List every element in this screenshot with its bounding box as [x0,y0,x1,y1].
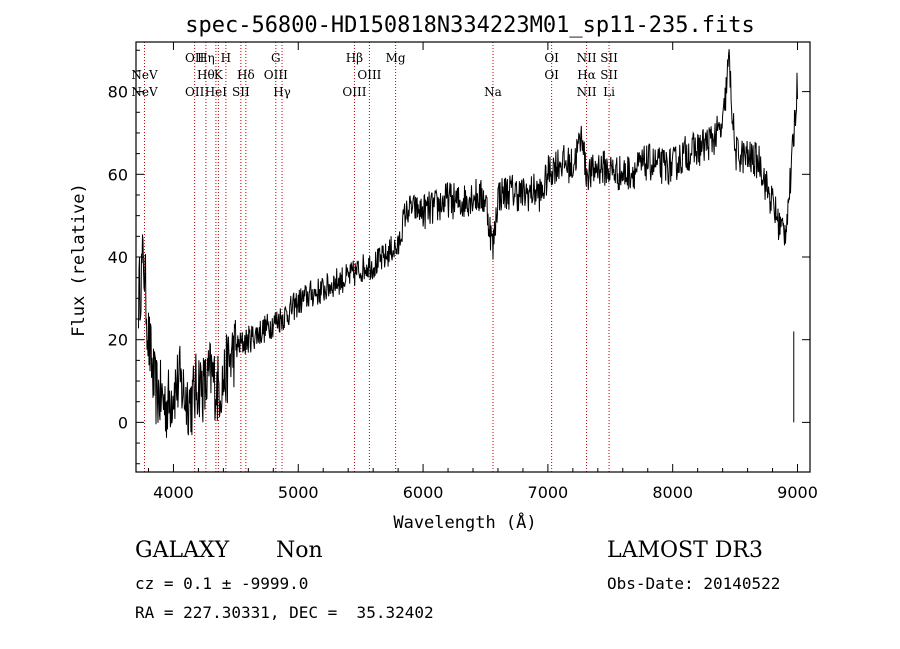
line-label-3-row3: HeI [205,85,228,99]
axis-ticks: 4000 5000 6000 7000 8000 9000 0 20 40 60 80 [108,42,818,502]
line-label-13-row3: Na [484,85,502,99]
y-tick-label-0: 0 [118,413,128,432]
plot-border [135,41,811,473]
cz-line: cz = 0.1 ± -9999.0 [135,574,309,593]
y-tick-label-20: 20 [108,331,128,350]
line-label-2-row2: Hθ [197,68,215,82]
x-tick-label-5000: 5000 [278,483,319,502]
line-label-9-row3: Hγ [273,85,291,99]
line-markers [143,42,610,472]
x-tick-label-4000: 4000 [153,483,194,502]
x-tick-label-7000: 7000 [528,483,569,502]
coord-line: RA = 227.30331, DEC = 35.32402 [135,603,434,622]
subclass-label: Non [276,538,323,563]
obs-date-line: Obs-Date: 20140522 [607,574,781,593]
line-label-0-row3: NeV [131,85,158,99]
line-label-2-row1: Hη [197,51,215,65]
line-label-16-row3: Li [603,85,615,99]
line-label-8-row1: G [271,51,281,65]
line-label-14-row1: OI [544,51,559,65]
plot-frame [135,41,811,473]
spectrum-series [138,49,798,438]
line-label-16-row1: SII [600,51,618,65]
line-label-14-row2: OI [544,68,559,82]
y-tick-label-40: 40 [108,248,128,267]
line-label-0-row2: NeV [131,68,158,82]
survey-label: LAMOST DR3 [607,538,763,563]
line-label-7-row2: Hδ [237,68,255,82]
x-tick-label-9000: 9000 [777,483,818,502]
line-label-4-row2: K [214,68,224,82]
chart-title: spec-56800-HD150818N334223M01_sp11-235.f… [185,13,755,38]
line-label-12-row1: Mg [386,51,406,65]
line-labels: NeVNeVOIIOIIHηHθHeIKHSIIHδGOIIIHγHβOIIIO… [131,51,618,99]
y-tick-label-60: 60 [108,165,128,184]
line-label-15-row3: NII [577,85,597,99]
x-tick-label-8000: 8000 [652,483,693,502]
line-label-15-row2: Hα [577,68,596,82]
line-label-1-row3: OII [185,85,205,99]
x-tick-label-6000: 6000 [403,483,444,502]
y-tick-label-80: 80 [108,83,128,102]
line-label-1-row1: OII [185,51,205,65]
line-label-11-row2: OIII [357,68,381,82]
x-axis-label: Wavelength (Å) [393,511,536,533]
spectrum-layer [138,49,798,438]
line-label-10-row1: Hβ [346,51,363,65]
line-label-8-row2: OIII [264,68,288,82]
class-label: GALAXY [135,538,230,563]
line-label-5-row1: H [221,51,231,65]
line-label-10-row3: OIII [342,85,366,99]
line-label-6-row3: SII [232,85,250,99]
line-label-16-row2: SII [600,68,618,82]
line-label-15-row1: NII [577,51,597,65]
y-axis-label: Flux (relative) [69,183,89,337]
